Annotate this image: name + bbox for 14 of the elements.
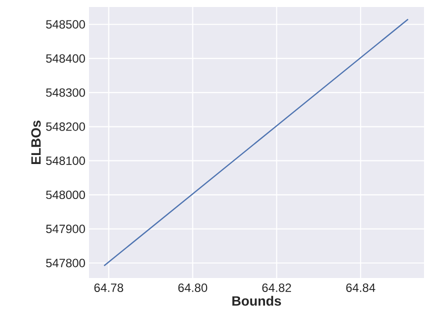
y-tick-label: 548000 [46,190,86,200]
y-tick-label: 548200 [46,122,86,131]
y-tick-label: 548400 [46,54,86,63]
x-tick-label: 64.80 [178,284,208,292]
y-axis-title: ELBOs [31,120,41,164]
y-tick-label: 548500 [46,20,86,29]
y-tick-label: 547800 [46,258,86,268]
x-axis-title: Bounds [232,296,281,306]
y-tick-label: 547900 [46,224,86,234]
x-tick-label: 64.78 [94,284,124,292]
y-tick-label: 548100 [46,156,86,165]
x-tick-label: 64.82 [262,284,292,292]
y-tick-label: 548300 [46,88,86,97]
x-tick-label: 64.84 [346,284,376,292]
